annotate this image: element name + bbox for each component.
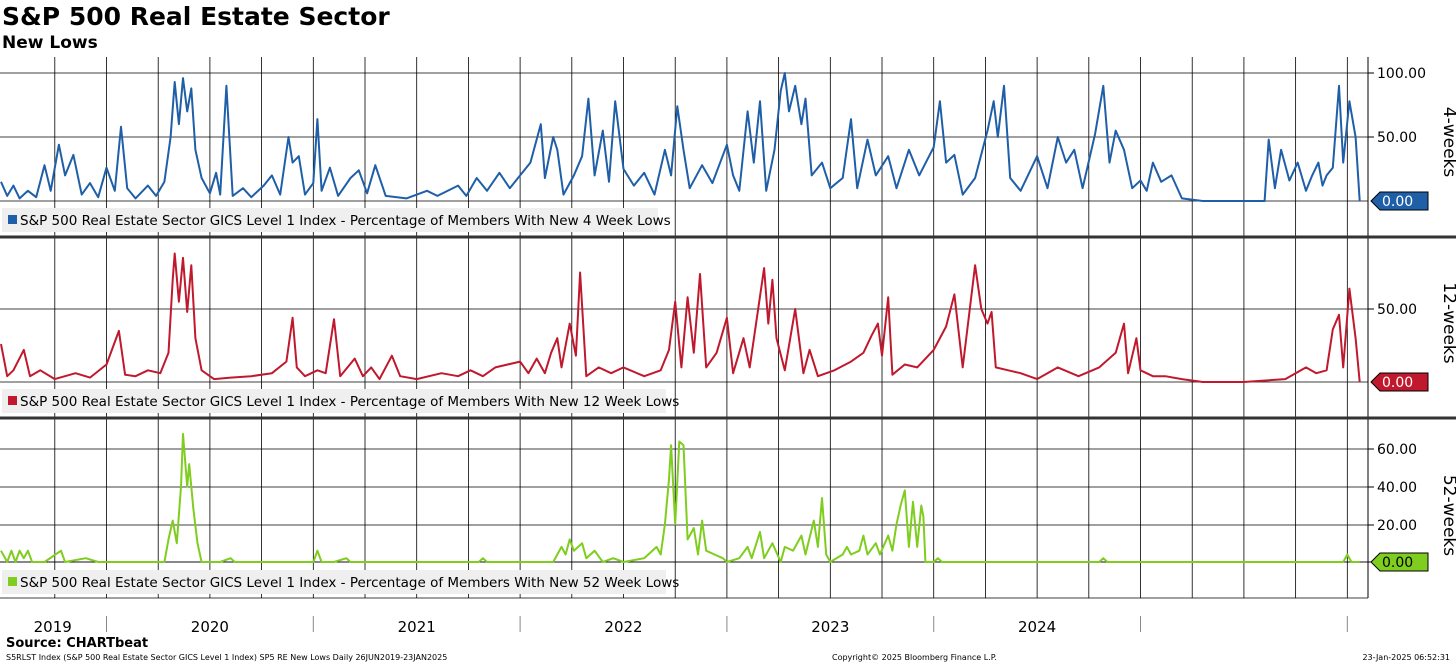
series-line-4-weeks — [0, 72, 1361, 202]
footer-copyright: Copyright© 2025 Bloomberg Finance L.P. — [832, 653, 997, 662]
panel-label-12-weeks: 12-weeks — [1439, 282, 1456, 363]
y-tick-label: 60.00 — [1377, 442, 1417, 458]
legend-background — [2, 208, 658, 232]
source-note: Source: CHARTbeat — [6, 636, 149, 651]
x-tick-label: 2023 — [811, 618, 849, 636]
legend-4-weeks: S&P 500 Real Estate Sector GICS Level 1 … — [2, 208, 671, 232]
last-value-label: 0.00 — [1382, 555, 1413, 571]
legend-swatch — [8, 577, 17, 586]
panel-label-4-weeks: 4-weeks — [1439, 107, 1456, 178]
legend-background — [2, 389, 666, 413]
legend-text: S&P 500 Real Estate Sector GICS Level 1 … — [20, 394, 679, 410]
legend-swatch — [8, 396, 17, 405]
x-tick-label: 2020 — [191, 618, 229, 636]
chart-subtitle: New Lows — [2, 33, 98, 53]
x-tick-label: 2022 — [604, 618, 642, 636]
chart-canvas: 100.00 50.00 0.00 4-weeks S&P 500 Real Estat… — [0, 57, 1456, 636]
legend-12-weeks: S&P 500 Real Estate Sector GICS Level 1 … — [2, 389, 679, 413]
legend-swatch — [8, 215, 17, 224]
panel-label-52-weeks: 52-weeks — [1439, 475, 1456, 556]
legend-text: S&P 500 Real Estate Sector GICS Level 1 … — [20, 213, 671, 229]
footer-timestamp: 23-Jan-2025 06:52:31 — [1362, 653, 1450, 662]
last-value-label: 0.00 — [1382, 194, 1413, 210]
y-tick-label: 40.00 — [1377, 480, 1417, 496]
chart-title: S&P 500 Real Estate Sector — [2, 2, 390, 31]
y-tick-label: 20.00 — [1377, 518, 1417, 534]
legend-52-weeks: S&P 500 Real Estate Sector GICS Level 1 … — [2, 570, 679, 594]
last-value-label: 0.00 — [1382, 375, 1413, 391]
last-value-tag — [1370, 552, 1429, 572]
x-tick-label: 2024 — [1018, 618, 1056, 636]
footer-meta: S5RLST Index (S&P 500 Real Estate Sector… — [6, 653, 448, 662]
y-tick-label: 100.00 — [1377, 66, 1426, 82]
x-tick-label: 2019 — [34, 618, 72, 636]
y-tick-label: 50.00 — [1377, 130, 1417, 146]
series-line-12-weeks — [0, 252, 1361, 383]
y-tick-label: 50.00 — [1377, 302, 1417, 318]
x-tick-label: 2021 — [398, 618, 436, 636]
last-value-tag — [1370, 191, 1429, 211]
series-line-52-weeks — [0, 432, 1360, 563]
legend-text: S&P 500 Real Estate Sector GICS Level 1 … — [20, 575, 679, 591]
last-value-tag — [1370, 372, 1429, 392]
legend-background — [2, 570, 666, 594]
